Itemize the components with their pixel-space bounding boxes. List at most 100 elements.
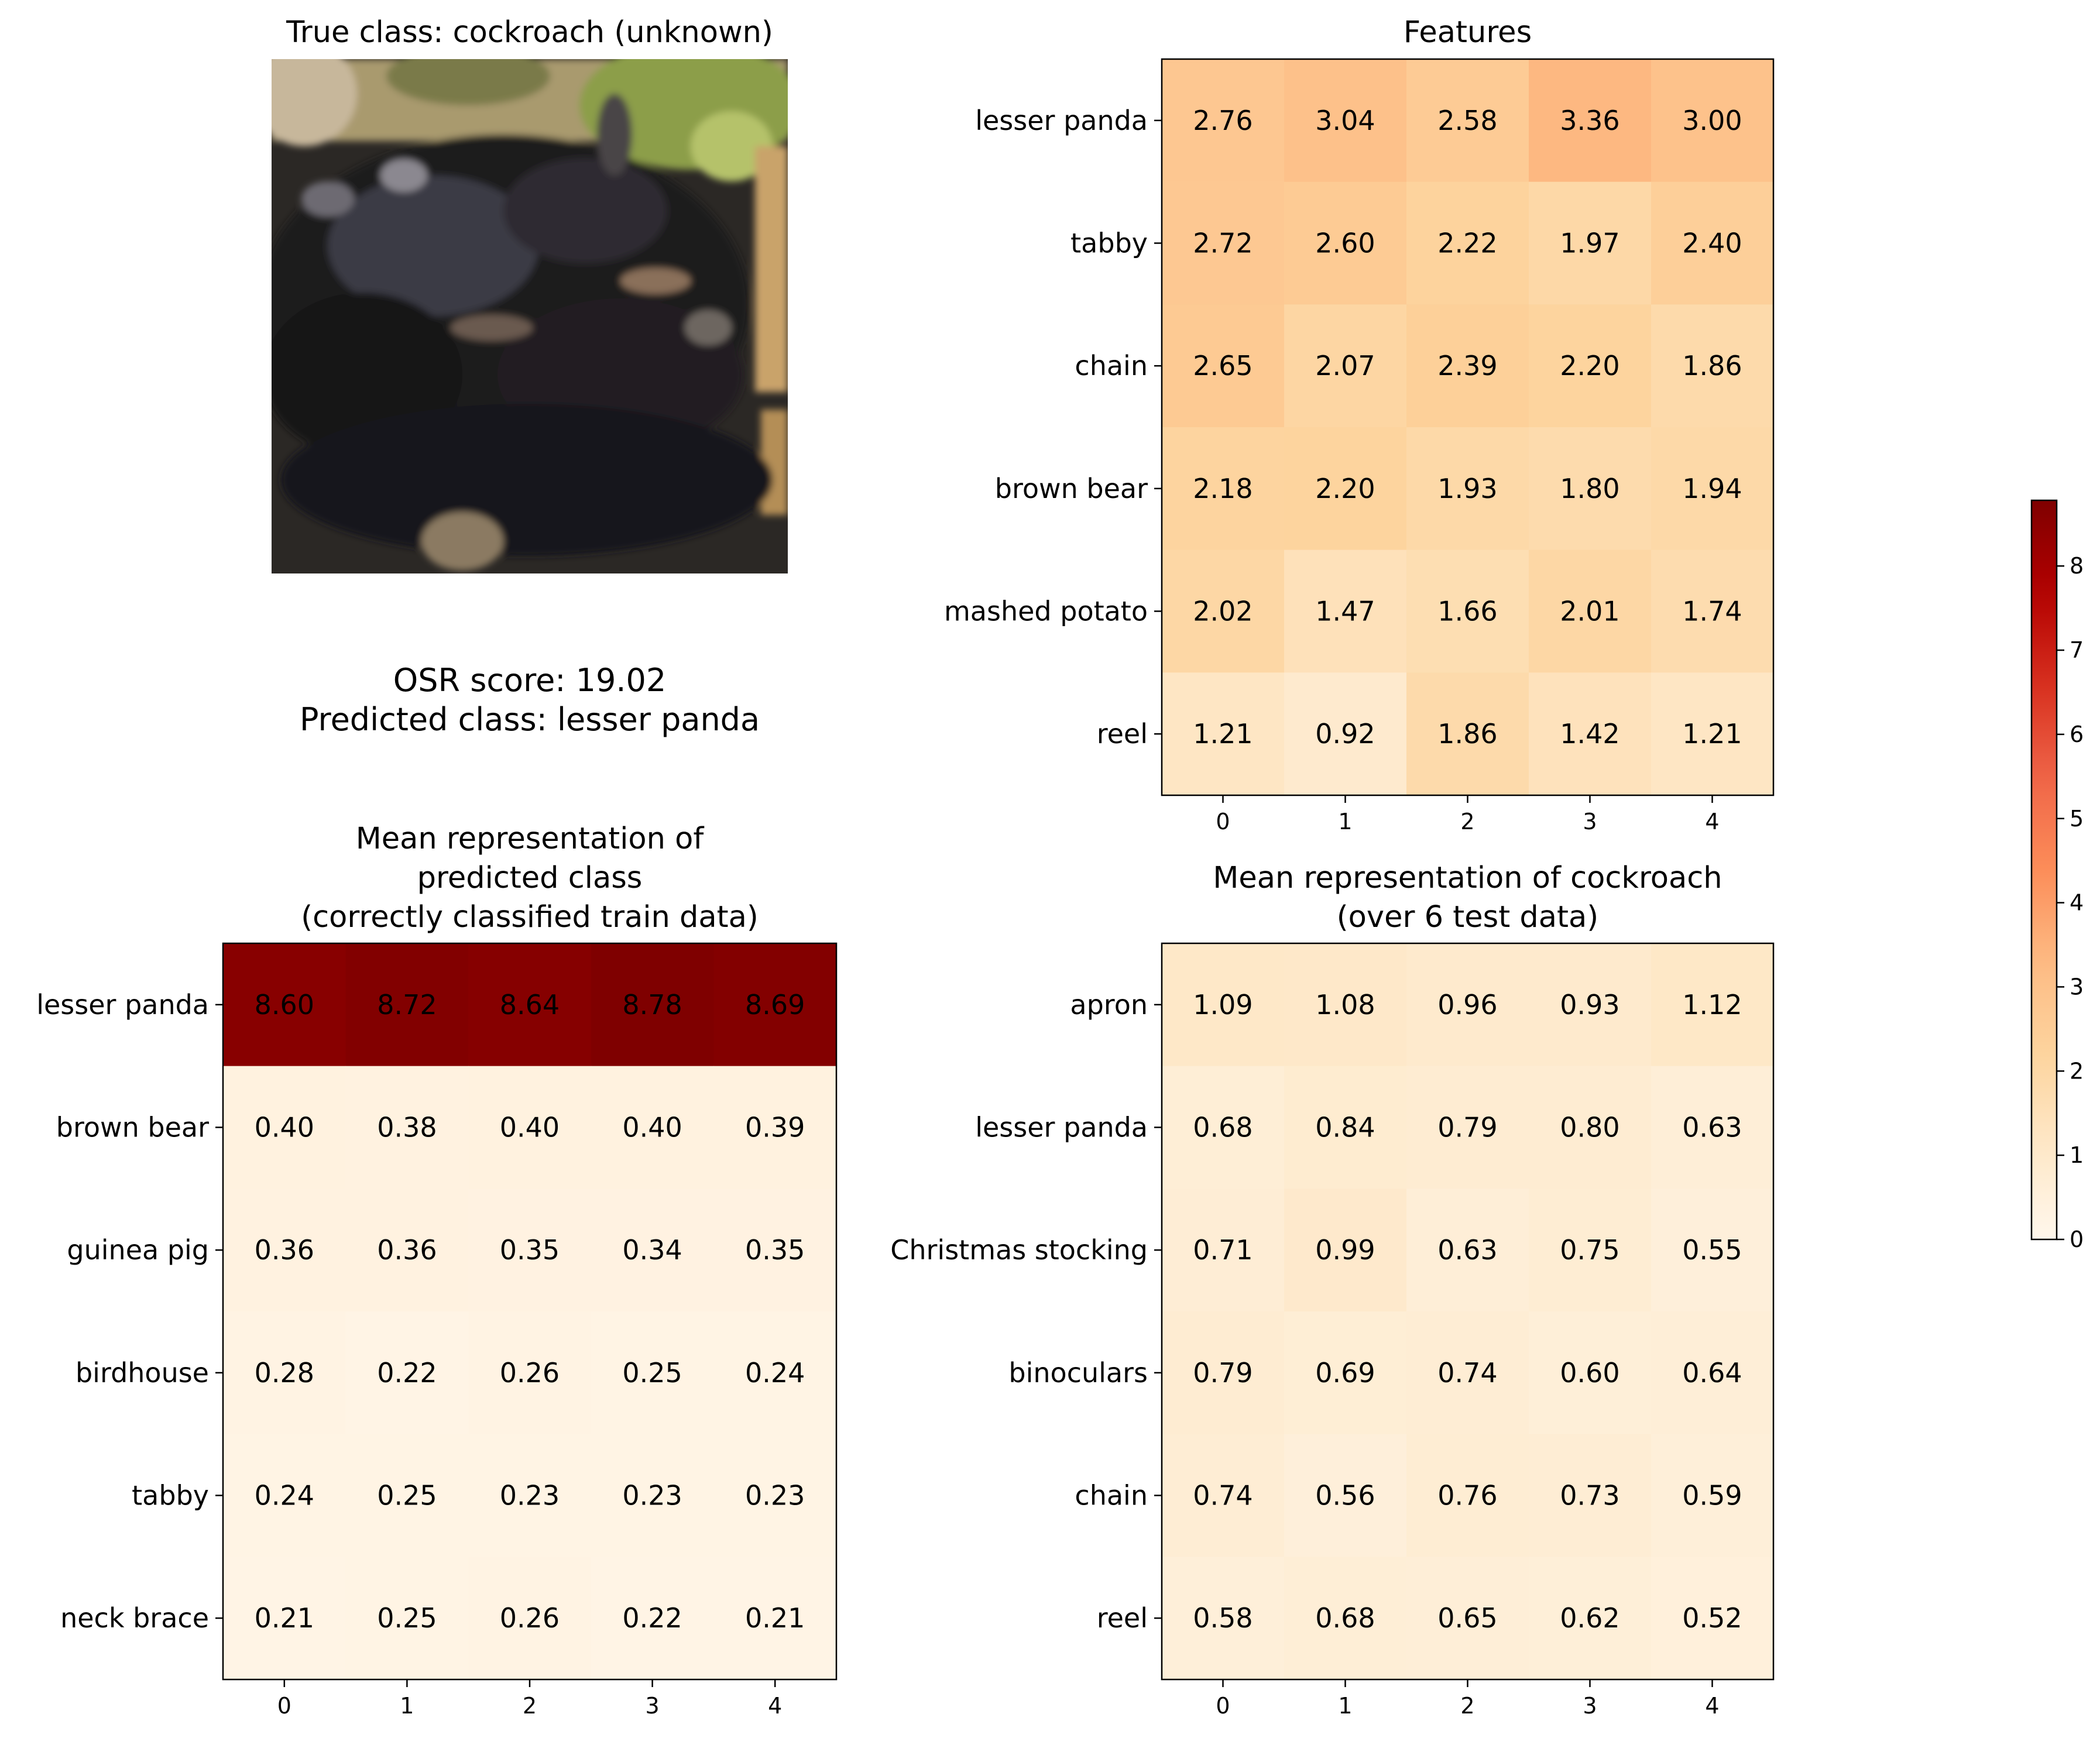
heatmap-cell — [1529, 549, 1652, 673]
heatmap-cell — [1406, 1434, 1529, 1557]
cell-value-label: 0.22 — [377, 1357, 437, 1389]
heatmap-cell — [1284, 59, 1407, 183]
heatmap-cell — [713, 1311, 837, 1435]
cell-value-label: 1.12 — [1682, 989, 1742, 1021]
heatmap-cell — [223, 1434, 346, 1557]
heatmap-cell — [1651, 1434, 1774, 1557]
heatmap-cell — [1162, 304, 1285, 428]
heatmap-cell — [1529, 427, 1652, 551]
cell-value-label: 2.60 — [1315, 228, 1375, 259]
cell-value-label: 0.96 — [1437, 989, 1497, 1021]
cell-value-label: 8.69 — [745, 989, 805, 1021]
cell-value-label: 0.76 — [1437, 1480, 1497, 1512]
column-label: 3 — [1583, 809, 1597, 834]
column-label: 1 — [400, 1693, 414, 1719]
cell-value-label: 0.68 — [1193, 1112, 1253, 1143]
heatmap-cell — [345, 1434, 469, 1557]
cell-value-label: 0.36 — [255, 1234, 314, 1266]
cell-value-label: 0.75 — [1560, 1234, 1619, 1266]
cell-value-label: 0.79 — [1193, 1357, 1253, 1389]
heatmap-cell — [1651, 59, 1774, 183]
cell-value-label: 1.74 — [1682, 596, 1742, 627]
cell-value-label: 2.18 — [1193, 473, 1253, 504]
cell-value-label: 0.52 — [1682, 1602, 1742, 1634]
cell-value-label: 0.35 — [500, 1234, 560, 1266]
heatmap-title-line: predicted class — [417, 861, 643, 895]
heatmap-cell — [1284, 181, 1407, 305]
heatmap-cell — [468, 1557, 592, 1680]
heatmap-title-line: Mean representation of cockroach — [1213, 861, 1722, 895]
cell-value-label: 0.23 — [500, 1480, 560, 1512]
column-label: 2 — [1460, 1693, 1474, 1719]
cell-value-label: 0.40 — [255, 1112, 314, 1143]
heatmap-cell — [345, 943, 469, 1067]
colorbar-tick-label: 5 — [2070, 806, 2084, 832]
colorbar-tick-label: 1 — [2070, 1142, 2084, 1168]
osr-score-text: OSR score: 19.02 — [393, 662, 667, 699]
heatmap-cell — [1162, 427, 1285, 551]
column-label: 4 — [768, 1693, 782, 1719]
heatmap-cell — [713, 1557, 837, 1680]
cell-value-label: 0.25 — [377, 1480, 437, 1512]
cell-value-label: 0.34 — [622, 1234, 682, 1266]
cell-value-label: 2.40 — [1682, 228, 1742, 259]
cell-value-label: 8.60 — [255, 989, 314, 1021]
cell-value-label: 1.86 — [1682, 350, 1742, 382]
cell-value-label: 2.20 — [1315, 473, 1375, 504]
heatmap-cell — [1529, 1066, 1652, 1189]
heatmap-cell — [1529, 304, 1652, 428]
colorbar-tick-label: 7 — [2070, 637, 2084, 663]
heatmap-cell — [713, 943, 837, 1067]
cell-value-label: 0.73 — [1560, 1480, 1619, 1512]
heatmap-cell — [1529, 1189, 1652, 1312]
cell-value-label: 0.58 — [1193, 1602, 1253, 1634]
cell-value-label: 0.40 — [500, 1112, 560, 1143]
heatmap-cell — [223, 943, 346, 1067]
predicted-class-text: Predicted class: lesser panda — [300, 701, 760, 738]
cell-value-label: 2.22 — [1437, 228, 1497, 259]
heatmap-cell — [1651, 1311, 1774, 1435]
heatmap-cell — [1162, 549, 1285, 673]
heatmap-title-line: (correctly classified train data) — [301, 900, 759, 935]
column-label: 3 — [1583, 1693, 1597, 1719]
heatmap-cell — [1651, 1189, 1774, 1312]
row-label: guinea pig — [67, 1234, 209, 1266]
heatmap-cell — [1406, 427, 1529, 551]
cell-value-label: 1.21 — [1193, 718, 1253, 750]
row-label: tabby — [1070, 228, 1148, 259]
heatmap-0: Features 2.76 3.04 2.58 3.36 3.00 2.72 2.60 2.22… — [944, 15, 1775, 834]
heatmap-cell — [713, 1434, 837, 1557]
row-label: reel — [1097, 718, 1148, 750]
cell-value-label: 2.20 — [1560, 350, 1619, 382]
colorbar-tick-label: 8 — [2070, 553, 2084, 579]
heatmap-cell — [1651, 304, 1774, 428]
row-label: lesser panda — [975, 105, 1148, 136]
heatmap-cell — [1651, 1066, 1774, 1189]
cell-value-label: 3.04 — [1315, 105, 1375, 136]
heatmap-title-line: (over 6 test data) — [1337, 900, 1598, 935]
colorbar: 0 1 2 3 4 5 6 7 8 — [2030, 499, 2084, 1252]
cell-value-label: 1.80 — [1560, 473, 1619, 504]
colorbar-tick-label: 6 — [2070, 722, 2084, 747]
heatmap-cell — [345, 1189, 469, 1312]
heatmap-cell — [1162, 1557, 1285, 1680]
heatmap-cell — [1284, 672, 1407, 796]
cell-value-label: 1.47 — [1315, 596, 1375, 627]
cell-value-label: 0.60 — [1560, 1357, 1619, 1389]
cell-value-label: 0.38 — [377, 1112, 437, 1143]
cell-value-label: 0.71 — [1193, 1234, 1253, 1266]
cell-value-label: 2.01 — [1560, 596, 1619, 627]
heatmap-cell — [1529, 1434, 1652, 1557]
cell-value-label: 0.40 — [622, 1112, 682, 1143]
column-label: 2 — [523, 1693, 537, 1719]
cell-value-label: 0.80 — [1560, 1112, 1619, 1143]
row-label: apron — [1070, 989, 1148, 1021]
heatmap-cell — [591, 1189, 714, 1312]
heatmap-cell — [223, 1557, 346, 1680]
heatmap-cell — [1406, 1557, 1529, 1680]
cell-value-label: 0.21 — [255, 1602, 314, 1634]
heatmap-cell — [1162, 672, 1285, 796]
heatmap-cell — [1406, 181, 1529, 305]
cell-value-label: 0.22 — [622, 1602, 682, 1634]
cell-value-label: 0.25 — [622, 1357, 682, 1389]
